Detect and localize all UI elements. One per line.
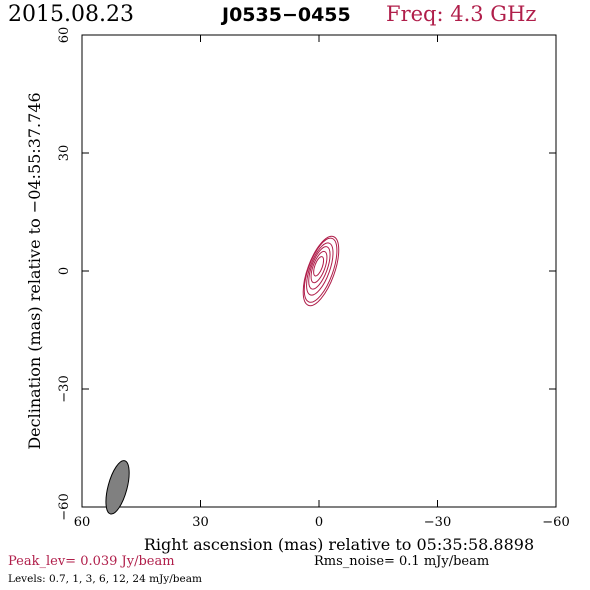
beam-ellipse <box>105 460 130 515</box>
y-axis-label: Declination (mas) relative to −04:55:37.… <box>25 92 44 449</box>
contour-level <box>308 246 331 290</box>
peak-level: Peak_lev= 0.039 Jy/beam <box>8 554 175 569</box>
x-tick-label: 60 <box>74 515 91 530</box>
x-tick-label: 0 <box>315 515 323 530</box>
contour-levels: Levels: 0.7, 1, 3, 6, 12, 24 mJy/beam <box>8 573 202 585</box>
rms-noise: Rms_noise= 0.1 mJy/beam <box>314 554 490 569</box>
y-tick-label: −60 <box>57 493 72 520</box>
x-tick-label: 30 <box>192 515 209 530</box>
y-tick-label: 60 <box>57 27 72 44</box>
observation-date: 2015.08.23 <box>8 2 134 27</box>
x-axis-label: Right ascension (mas) relative to 05:35:… <box>144 535 534 554</box>
frequency-label: Freq: 4.3 GHz <box>386 2 537 26</box>
contour-level <box>302 235 340 307</box>
plot-frame <box>81 34 557 508</box>
y-tick-label: 0 <box>57 267 72 275</box>
contour-level <box>313 256 325 277</box>
beam-shape <box>105 460 130 515</box>
source-contours <box>302 235 340 307</box>
contour-level <box>306 242 334 296</box>
contour-level <box>310 250 328 284</box>
x-tick-label: −60 <box>542 515 569 530</box>
y-tick-label: −30 <box>57 375 72 402</box>
y-tick-label: 30 <box>57 145 72 162</box>
contour-level <box>303 237 338 303</box>
x-tick-label: −30 <box>424 515 451 530</box>
source-name: J0535−0455 <box>222 4 351 26</box>
